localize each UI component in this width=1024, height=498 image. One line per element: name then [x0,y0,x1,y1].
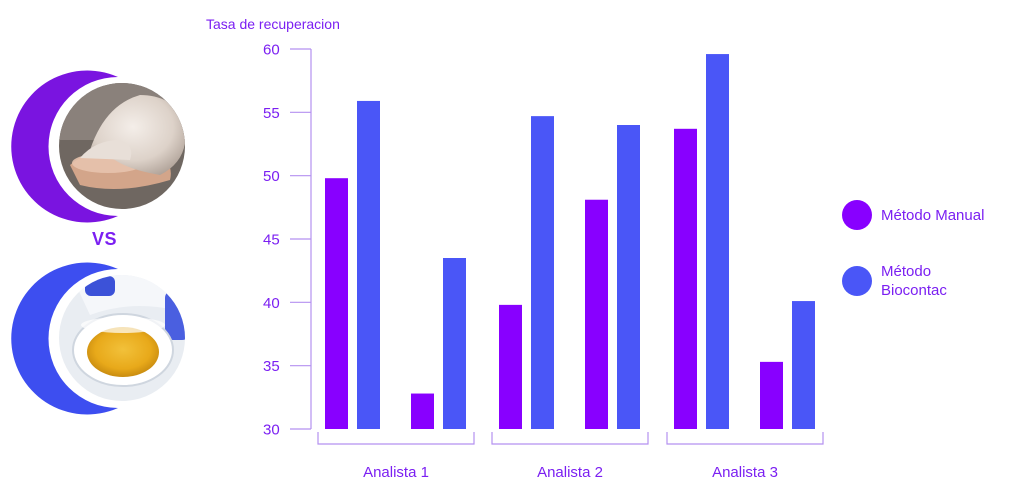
bar-biocontac [357,100,380,429]
y-tick-label: 40 [263,295,280,312]
bar-manual [325,178,348,429]
bar-biocontac [792,301,815,429]
bar-manual [585,199,608,429]
group-bracket [317,432,475,445]
bar-manual [411,393,434,429]
y-tick-label: 50 [263,168,280,185]
photo-manual-method [11,70,185,223]
legend-label-biocontac: Método Biocontac [881,263,947,299]
x-category-label: Analista 3 [712,464,778,481]
group-bracket [666,432,824,445]
bar-manual [499,304,522,429]
y-axis-label: Tasa de recuperacion [206,16,340,32]
x-category-label: Analista 2 [537,464,603,481]
decorative-crescent-bottom [11,262,119,415]
legend-label-manual: Método Manual [881,206,985,224]
bar-biocontac [617,125,640,429]
bar-biocontac [531,116,554,429]
y-tick-label: 35 [263,358,280,375]
y-tick-label: 60 [263,42,280,59]
y-tick-label: 45 [263,232,280,249]
decorative-crescent-top [11,70,119,223]
y-tick-label: 30 [263,422,280,439]
bar-manual [760,361,783,429]
group-bracket [491,432,649,445]
legend-item-manual: Método Manual [842,200,1017,230]
bar-biocontac [706,54,729,430]
bar-biocontac [443,258,466,429]
y-tick-label: 55 [263,105,280,122]
legend-swatch-manual [842,200,872,230]
legend-item-biocontac: Método Biocontac [842,262,1017,300]
legend-swatch-biocontac [842,266,872,296]
vs-label: VS [92,229,118,249]
bar-manual [674,128,697,430]
photo-biocontac-method [11,262,185,415]
x-category-label: Analista 1 [363,464,429,481]
